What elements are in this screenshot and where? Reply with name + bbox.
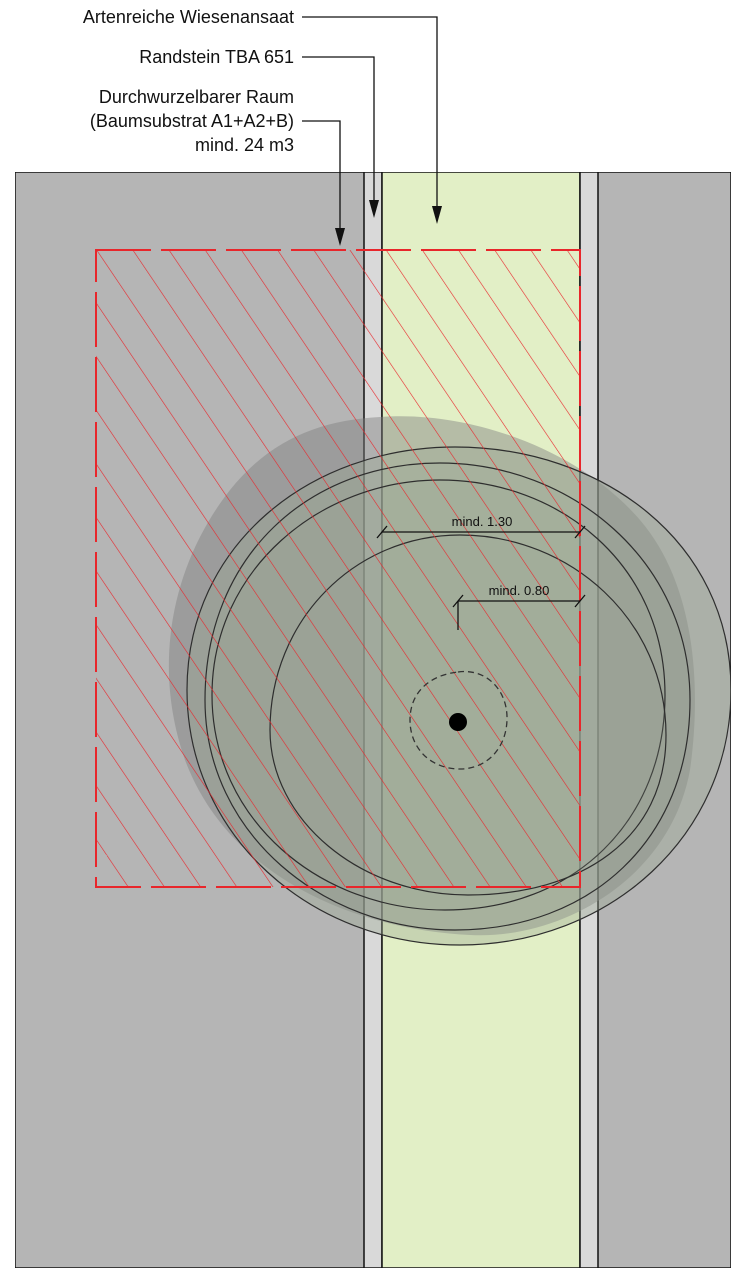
- root-space-outline: [95, 249, 581, 888]
- dimension-trunk-offset: [452, 594, 586, 630]
- tree-trunk: [449, 713, 467, 731]
- label-randstein: Randstein TBA 651: [139, 47, 294, 67]
- leader-wiese: [302, 16, 438, 218]
- plan-area: mind. 1.30 mind. 0.80: [15, 172, 731, 1268]
- arrow-raum: [335, 228, 345, 246]
- leader-randstein: [302, 56, 375, 212]
- arrow-wiese: [432, 206, 442, 224]
- label-root-space-line1: Durchwurzelbarer Raum: [99, 87, 294, 107]
- leader-lines: [302, 16, 438, 240]
- label-wiesenansaat: Artenreiche Wiesenansaat: [83, 7, 294, 27]
- label-root-space-line2: (Baumsubstrat A1+A2+B): [90, 111, 294, 131]
- label-root-space-line3: mind. 24 m3: [195, 135, 294, 155]
- dimension-trunk-offset-label: mind. 0.80: [489, 583, 550, 598]
- dimension-crown-offset-label: mind. 1.30: [452, 514, 513, 529]
- trunk-protection-zone: [409, 670, 508, 770]
- leader-arrows: [335, 200, 442, 246]
- dimension-crown-offset: [376, 525, 586, 539]
- leader-raum: [302, 120, 341, 240]
- root-space-hatch: [96, 250, 580, 887]
- arrow-randstein: [369, 200, 379, 218]
